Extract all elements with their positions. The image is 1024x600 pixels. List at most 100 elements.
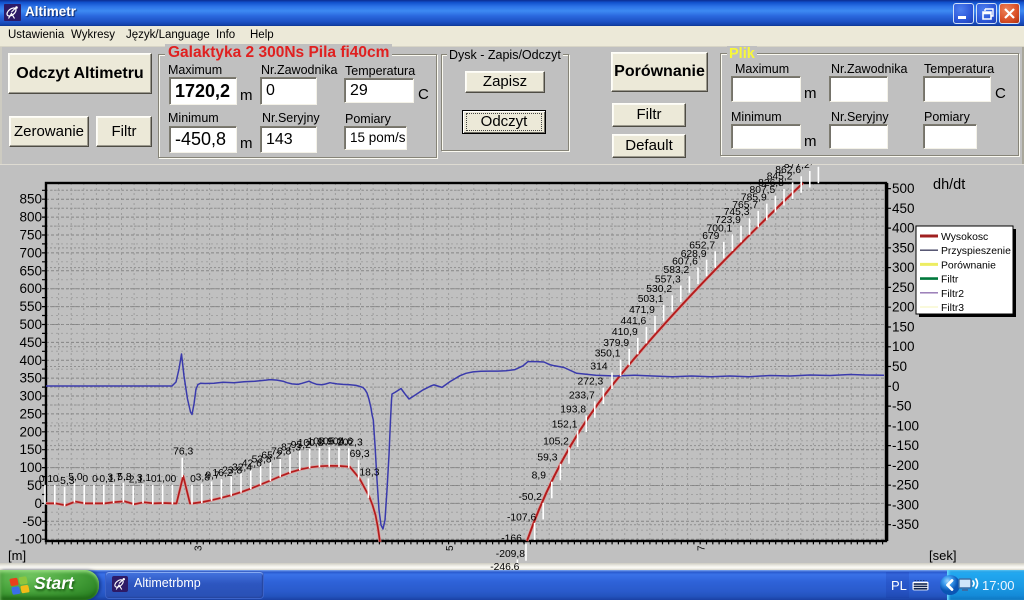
svg-text:-100: -100 (15, 532, 42, 547)
svg-text:103,9: 103,9 (308, 437, 334, 448)
svg-text:8,9: 8,9 (532, 471, 547, 482)
svg-text:16,2: 16,2 (212, 468, 232, 479)
svg-text:0: 0 (34, 496, 42, 511)
svg-text:0: 0 (151, 474, 157, 485)
svg-text:410,9: 410,9 (612, 327, 638, 338)
svg-text:-50: -50 (892, 399, 912, 414)
svg-text:-50,2: -50,2 (518, 492, 542, 503)
svg-text:3,7: 3,7 (107, 473, 122, 484)
svg-text:76,8: 76,8 (271, 446, 291, 457)
svg-text:7: 7 (697, 545, 708, 551)
svg-text:0: 0 (190, 474, 196, 485)
svg-text:Filtr3: Filtr3 (941, 303, 964, 314)
svg-text:441,6: 441,6 (621, 316, 647, 327)
svg-text:450: 450 (892, 201, 915, 216)
svg-text:0,1: 0,1 (39, 474, 54, 485)
svg-text:102,3: 102,3 (337, 437, 363, 448)
svg-text:350,1: 350,1 (595, 349, 621, 360)
svg-text:5: 5 (445, 545, 456, 551)
svg-text:314: 314 (590, 362, 607, 373)
svg-text:862,6: 862,6 (775, 165, 801, 176)
svg-text:1,0: 1,0 (156, 474, 171, 485)
svg-text:272,3: 272,3 (578, 377, 604, 388)
svg-text:0: 0 (171, 474, 177, 485)
svg-text:650: 650 (19, 263, 42, 278)
svg-text:5,8: 5,8 (117, 472, 132, 483)
svg-text:607,6: 607,6 (672, 257, 698, 268)
svg-text:Przyspieszenie: Przyspieszenie (941, 246, 1011, 257)
svg-text:-150: -150 (892, 438, 919, 453)
svg-text:-50: -50 (22, 514, 42, 529)
svg-text:765,7: 765,7 (732, 200, 758, 211)
svg-text:69,3: 69,3 (350, 449, 370, 460)
svg-text:[m]: [m] (8, 548, 26, 563)
svg-text:150: 150 (19, 442, 42, 457)
svg-text:18,3: 18,3 (359, 467, 379, 478)
svg-text:826,8: 826,8 (758, 178, 784, 189)
svg-text:0: 0 (892, 379, 900, 394)
svg-text:76,3: 76,3 (173, 447, 193, 458)
svg-text:0: 0 (53, 474, 59, 485)
svg-text:Wysokosc: Wysokosc (941, 232, 988, 243)
svg-text:100,8: 100,8 (298, 438, 324, 449)
svg-text:233,7: 233,7 (569, 390, 595, 401)
svg-text:-0,1: -0,1 (96, 474, 114, 485)
svg-text:50: 50 (27, 478, 42, 493)
svg-text:-200: -200 (892, 458, 919, 473)
svg-text:150: 150 (892, 320, 915, 335)
svg-text:628,9: 628,9 (681, 249, 707, 260)
svg-text:500: 500 (892, 181, 915, 196)
svg-text:-2,1: -2,1 (125, 475, 143, 486)
svg-text:100: 100 (892, 339, 915, 354)
svg-text:-5,3: -5,3 (57, 476, 75, 487)
svg-text:0: 0 (92, 474, 98, 485)
svg-text:-250: -250 (892, 478, 919, 493)
svg-text:550: 550 (19, 299, 42, 314)
svg-text:679: 679 (702, 231, 719, 242)
svg-text:95,2: 95,2 (291, 440, 311, 451)
svg-text:152,1: 152,1 (552, 420, 578, 431)
svg-text:Filtr: Filtr (941, 275, 959, 286)
svg-text:3,8: 3,8 (196, 473, 211, 484)
svg-text:23,8: 23,8 (222, 465, 242, 476)
svg-text:105,2: 105,2 (317, 436, 343, 447)
svg-text:Porównanie: Porównanie (941, 260, 996, 271)
svg-text:59,3: 59,3 (537, 453, 557, 464)
svg-text:471,9: 471,9 (629, 305, 655, 316)
svg-text:723,9: 723,9 (715, 215, 741, 226)
svg-text:87,3: 87,3 (281, 443, 301, 454)
svg-text:557,3: 557,3 (655, 275, 681, 286)
svg-text:65,2: 65,2 (261, 451, 281, 462)
svg-text:379,9: 379,9 (603, 338, 629, 349)
svg-text:-100: -100 (892, 418, 919, 433)
svg-text:-300: -300 (892, 498, 919, 513)
svg-text:200: 200 (892, 300, 915, 315)
svg-text:300: 300 (892, 260, 915, 275)
svg-text:400: 400 (19, 353, 42, 368)
svg-text:200: 200 (19, 424, 42, 439)
svg-text:42,6: 42,6 (242, 459, 262, 470)
svg-text:450: 450 (19, 335, 42, 350)
svg-text:-246,6: -246,6 (490, 562, 519, 572)
svg-text:877,2: 877,2 (784, 164, 810, 171)
svg-text:250: 250 (19, 406, 42, 421)
svg-text:750: 750 (19, 228, 42, 243)
svg-text:300: 300 (19, 389, 42, 404)
svg-text:500: 500 (19, 317, 42, 332)
svg-text:652,7: 652,7 (689, 240, 715, 251)
svg-text:888,9: 888,9 (793, 164, 819, 167)
svg-text:dh/dt: dh/dt (933, 177, 965, 193)
svg-text:100: 100 (19, 460, 42, 475)
svg-text:193,8: 193,8 (560, 405, 586, 416)
svg-text:-350: -350 (892, 517, 919, 532)
svg-text:250: 250 (892, 280, 915, 295)
svg-text:700,1: 700,1 (707, 223, 733, 234)
svg-text:5,0: 5,0 (68, 472, 83, 483)
svg-text:105,2: 105,2 (543, 436, 569, 447)
svg-text:800: 800 (19, 210, 42, 225)
svg-text:104,6: 104,6 (327, 437, 353, 448)
svg-text:32,4: 32,4 (232, 462, 252, 473)
svg-text:-209,8: -209,8 (496, 549, 525, 560)
svg-text:[sek]: [sek] (929, 548, 956, 563)
svg-text:3,1: 3,1 (137, 473, 152, 484)
